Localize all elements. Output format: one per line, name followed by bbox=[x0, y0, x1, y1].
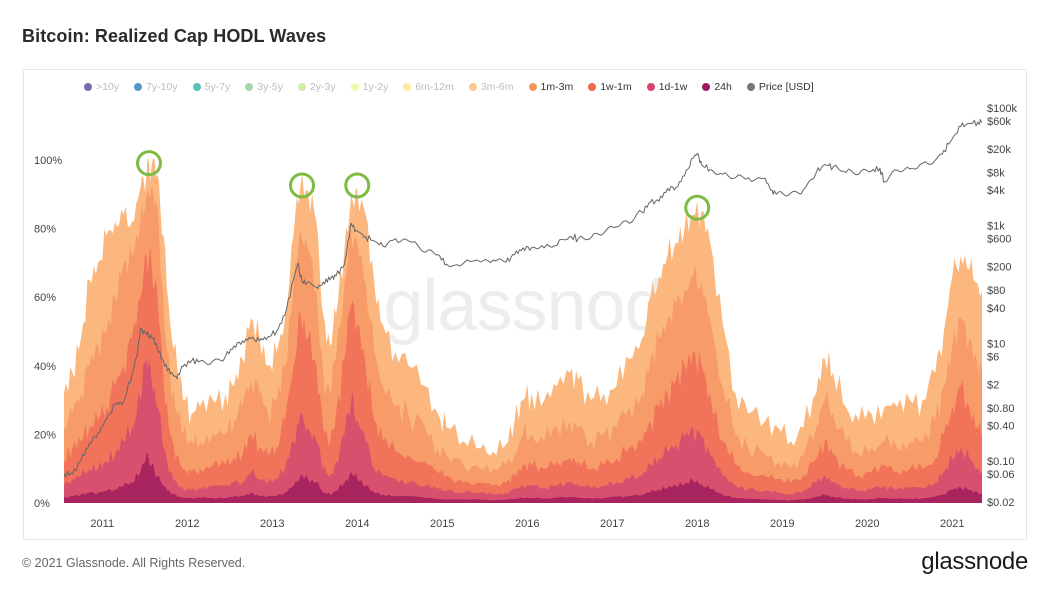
y-left-tick-label: 60% bbox=[34, 292, 56, 304]
legend-item-1w-1m[interactable]: 1w-1m bbox=[588, 79, 632, 95]
x-tick-label: 2014 bbox=[345, 518, 369, 530]
legend-swatch bbox=[297, 83, 306, 91]
chart-title: Bitcoin: Realized Cap HODL Waves bbox=[22, 26, 327, 46]
legend-swatch bbox=[134, 83, 143, 91]
legend-swatch bbox=[84, 83, 92, 91]
y-right-tick-label: $600 bbox=[987, 234, 1011, 246]
x-tick-label: 2017 bbox=[600, 518, 624, 530]
y-left-tick-label: 40% bbox=[34, 361, 56, 373]
legend-label: 5y-7y bbox=[204, 81, 231, 93]
legend-swatch bbox=[588, 83, 597, 91]
x-tick-label: 2019 bbox=[770, 518, 794, 530]
legend-item-1d-1w[interactable]: 1d-1w bbox=[646, 79, 688, 95]
x-tick-label: 2020 bbox=[855, 518, 879, 530]
y-right-tick-label: $2 bbox=[987, 379, 999, 391]
legend-item-10y[interactable]: >10y bbox=[84, 79, 119, 95]
legend-item-1y-2y[interactable]: 1y-2y bbox=[350, 79, 389, 95]
price-line bbox=[63, 119, 983, 478]
legend-label: 3m-6m bbox=[480, 81, 514, 93]
legend-item-2y-3y[interactable]: 2y-3y bbox=[297, 79, 336, 95]
legend-label: 6m-12m bbox=[415, 81, 454, 93]
legend-item-3m-6m[interactable]: 3m-6m bbox=[468, 79, 514, 95]
y-left-tick-label: 100% bbox=[34, 155, 62, 167]
y-right-tick-label: $4k bbox=[987, 185, 1005, 197]
x-tick-label: 2018 bbox=[685, 518, 709, 530]
y-right-tick-label: $100k bbox=[987, 103, 1017, 115]
legend-label: 2y-3y bbox=[309, 81, 336, 93]
y-right-tick-label: $6 bbox=[987, 351, 999, 363]
legend-swatch bbox=[468, 83, 477, 91]
y-right-tick-label: $0.02 bbox=[987, 497, 1015, 509]
annotation-circle-2 bbox=[289, 172, 315, 199]
legend-item-5y-7y[interactable]: 5y-7y bbox=[192, 79, 231, 95]
legend-item-1m-3m[interactable]: 1m-3m bbox=[528, 79, 574, 95]
legend-swatch bbox=[403, 83, 412, 91]
x-tick-label: 2015 bbox=[430, 518, 454, 530]
legend-swatch bbox=[245, 83, 254, 91]
legend-swatch bbox=[746, 83, 755, 91]
y-right-tick-label: $60k bbox=[987, 116, 1011, 128]
chart-frame bbox=[23, 69, 1027, 540]
legend-item-7y-10y[interactable]: 7y-10y bbox=[134, 79, 178, 95]
y-right-tick-label: $20k bbox=[987, 144, 1011, 156]
legend-label: 1y-2y bbox=[362, 81, 389, 93]
legend-label: 7y-10y bbox=[146, 81, 178, 93]
legend-label: 3y-5y bbox=[257, 81, 283, 93]
legend-swatch bbox=[350, 83, 359, 91]
x-tick-label: 2016 bbox=[515, 518, 539, 530]
wave-area-24h bbox=[64, 452, 982, 503]
x-tick-label: 2021 bbox=[940, 518, 964, 530]
y-right-tick-label: $200 bbox=[987, 262, 1011, 274]
brand-logo: glassnode bbox=[921, 548, 1028, 575]
y-right-tick-label: $8k bbox=[987, 168, 1005, 180]
y-right-tick-label: $1k bbox=[987, 221, 1005, 233]
legend-swatch bbox=[702, 83, 711, 91]
legend-label: 24h bbox=[714, 81, 732, 93]
wave-areas bbox=[64, 157, 982, 504]
wave-area-1w-1m bbox=[64, 246, 982, 504]
legend-item-3y-5y[interactable]: 3y-5y bbox=[245, 79, 283, 95]
copyright-footer: © 2021 Glassnode. All Rights Reserved. bbox=[22, 556, 246, 570]
y-left-tick-label: 20% bbox=[34, 429, 56, 441]
y-right-tick-label: $0.40 bbox=[987, 420, 1015, 432]
y-left-tick-label: 0% bbox=[34, 498, 50, 510]
legend-swatch bbox=[192, 83, 201, 91]
x-tick-label: 2013 bbox=[260, 518, 284, 530]
annotation-circle-1 bbox=[136, 150, 162, 177]
legend-item-24h[interactable]: 24h bbox=[702, 79, 732, 95]
y-left-tick-label: 80% bbox=[34, 224, 56, 236]
legend-label: 1w-1m bbox=[600, 81, 632, 93]
legend-item-6m-12m[interactable]: 6m-12m bbox=[403, 79, 454, 95]
x-tick-label: 2012 bbox=[175, 518, 199, 530]
legend-swatch bbox=[646, 83, 655, 91]
y-right-tick-label: $0.06 bbox=[987, 469, 1015, 481]
legend-item-price-usd[interactable]: Price [USD] bbox=[746, 79, 814, 95]
y-right-tick-label: $40 bbox=[987, 303, 1005, 315]
legend-label: Price [USD] bbox=[758, 81, 814, 93]
y-right-tick-label: $80 bbox=[987, 285, 1005, 297]
x-tick-label: 2011 bbox=[90, 518, 114, 530]
y-right-tick-label: $0.80 bbox=[987, 403, 1015, 415]
annotation-circle-4 bbox=[684, 194, 711, 221]
legend-label: 1d-1w bbox=[658, 81, 688, 93]
annotation-circle-3 bbox=[344, 172, 371, 199]
chart-legend: >10y 7y-10y 5y-7y 3y-5y 2y-3y 1y-2y 6m-12m 3m-6… bbox=[84, 79, 829, 95]
legend-swatch bbox=[528, 83, 537, 91]
legend-label: 1m-3m bbox=[540, 81, 574, 93]
y-right-tick-label: $0.10 bbox=[987, 456, 1015, 468]
y-right-tick-label: $10 bbox=[987, 338, 1005, 350]
wave-area-1d-1w bbox=[64, 358, 982, 503]
legend-label: >10y bbox=[96, 81, 120, 93]
